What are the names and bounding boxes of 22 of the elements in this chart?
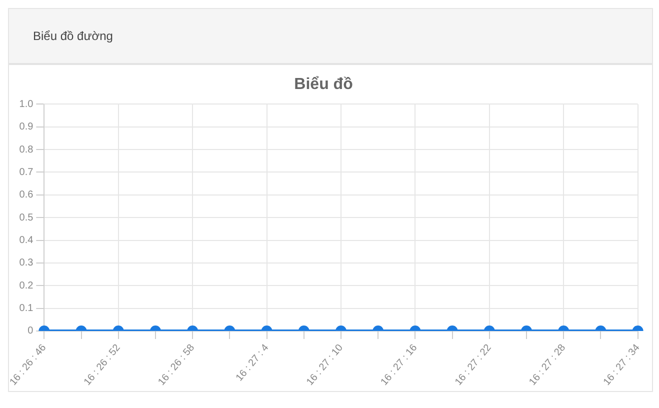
y-tick-label: 0.6	[19, 190, 34, 201]
y-tick-label: 0.8	[19, 144, 34, 156]
x-tick-label: 16 : 26 : 58	[156, 342, 198, 388]
y-tick-label: 0.5	[19, 212, 34, 224]
x-tick-label: 16 : 27 : 34	[602, 342, 642, 388]
x-tick-label: 16 : 27 : 22	[453, 342, 494, 388]
y-tick-label: 1.0	[19, 98, 34, 110]
x-tick-label: 16 : 26 : 52	[82, 342, 124, 388]
y-tick-label: 0.2	[19, 280, 34, 292]
chart-title: Biểu đồ	[294, 76, 354, 94]
x-tick-label: 16 : 27 : 28	[527, 342, 568, 388]
x-tick-label: 16 : 27 : 10	[304, 342, 346, 388]
y-tick-label: 0.3	[19, 258, 34, 269]
y-tick-label: 0.9	[19, 122, 34, 133]
y-tick-label: 0.7	[19, 166, 34, 178]
text: Biểu đồ đường	[9, 9, 652, 65]
y-tick-label: 0.1	[19, 303, 34, 314]
x-tick-label: 16 : 26 : 46	[8, 342, 49, 388]
y-tick-label: 0	[28, 326, 34, 337]
x-tick-label: 16 : 27 : 16	[379, 342, 420, 388]
x-tick-label: 16 : 27 : 4	[234, 342, 272, 384]
y-tick-label: 0.4	[19, 235, 34, 246]
